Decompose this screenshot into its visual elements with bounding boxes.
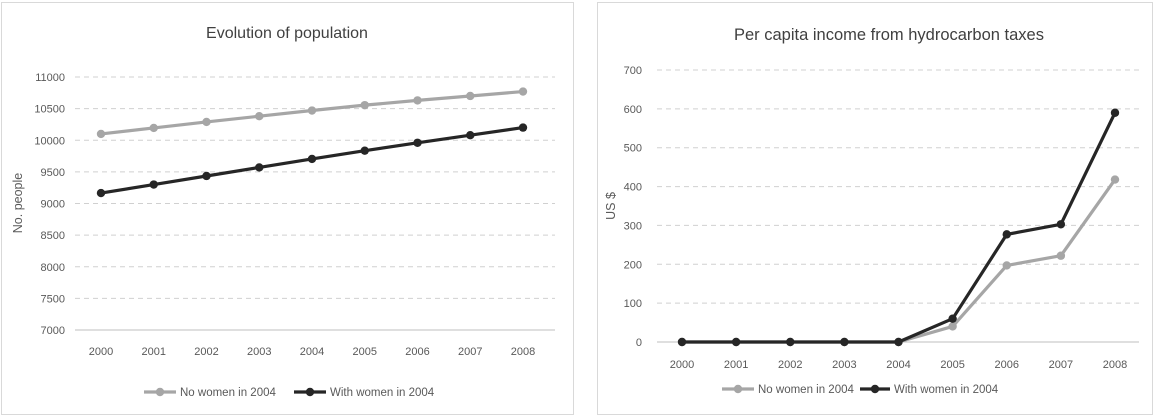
data-point: [466, 130, 475, 140]
data-point: [1002, 230, 1011, 239]
chart-title: Evolution of population: [206, 25, 368, 42]
y-tick-label: 8500: [41, 230, 65, 242]
y-axis-label: US $: [604, 192, 618, 220]
data-point: [413, 96, 422, 105]
data-point: [360, 100, 369, 110]
data-point: [948, 322, 957, 331]
data-point: [840, 337, 849, 347]
x-tick-label: 2005: [940, 359, 964, 371]
y-tick-label: 7500: [41, 293, 65, 305]
income-chart-frame: [597, 2, 1153, 415]
x-tick-label: 2005: [353, 346, 377, 358]
population-chart: Evolution of population No. people 7000 750…: [11, 25, 555, 399]
y-tick-label: 10500: [34, 104, 65, 116]
x-tick-label: 2006: [405, 346, 429, 358]
data-point: [1056, 220, 1066, 229]
y-tick-label: 0: [636, 337, 642, 349]
y-tick-label: 10000: [34, 135, 65, 147]
y-tick-label: 200: [624, 259, 642, 271]
x-tick-label: 2003: [247, 346, 271, 358]
population-chart-frame: [1, 2, 574, 415]
data-point: [202, 171, 211, 181]
x-tick-label: 2001: [724, 359, 748, 371]
y-tick-label: 11000: [35, 72, 65, 84]
x-tick-label: 2004: [300, 346, 324, 358]
y-tick-label: 9500: [41, 167, 65, 179]
income-chart: Per capita income from hydrocarbon taxes…: [604, 26, 1139, 396]
y-tick-label: 700: [624, 65, 642, 77]
data-point: [1002, 261, 1011, 270]
y-tick-label: 100: [624, 298, 642, 310]
x-tick-label: 2004: [886, 359, 910, 371]
series-line: [682, 112, 1117, 344]
x-tick-label: 2002: [778, 359, 802, 371]
legend-label: With women in 2004: [330, 387, 435, 399]
data-point: [360, 146, 369, 155]
legend-label: With women in 2004: [894, 384, 999, 396]
data-point: [1110, 108, 1120, 117]
data-point: [413, 138, 422, 147]
legend-swatch-marker: [155, 387, 165, 397]
x-tick-label: 2000: [670, 359, 694, 371]
x-tick-label: 2008: [1103, 359, 1127, 371]
x-tick-label: 2003: [832, 359, 856, 371]
y-tick-label: 7000: [41, 325, 65, 337]
series-line: [682, 178, 1117, 344]
population-chart-panel: Evolution of population No. people 7000 750…: [0, 0, 575, 417]
data-point: [1110, 175, 1120, 184]
y-tick-label: 500: [624, 143, 642, 155]
y-tick-label: 9000: [41, 199, 65, 211]
legend-swatch-marker: [870, 384, 880, 394]
data-point: [1056, 251, 1066, 260]
legend-label: No women in 2004: [758, 384, 854, 396]
data-point: [96, 129, 106, 139]
x-tick-label: 2001: [142, 346, 166, 358]
data-point: [518, 87, 528, 96]
x-tick-label: 2007: [458, 346, 482, 358]
x-tick-label: 2002: [194, 346, 218, 358]
data-point: [149, 123, 158, 133]
data-point: [786, 337, 795, 347]
legend-swatch-marker: [305, 387, 315, 397]
data-point: [466, 91, 475, 101]
y-axis-label: No. people: [11, 173, 25, 234]
x-tick-label: 2007: [1049, 359, 1073, 371]
y-tick-label: 600: [624, 104, 642, 116]
legend-swatch-marker: [733, 384, 743, 394]
data-point: [518, 123, 528, 132]
data-point: [677, 337, 687, 347]
data-point: [307, 106, 317, 115]
x-tick-label: 2008: [511, 346, 535, 358]
data-point: [948, 314, 957, 323]
chart-title: Per capita income from hydrocarbon taxes: [734, 26, 1044, 44]
data-point: [255, 163, 264, 172]
data-point: [149, 180, 158, 189]
data-point: [307, 154, 317, 164]
data-point: [894, 337, 903, 347]
x-tick-label: 2000: [89, 346, 113, 358]
data-point: [202, 117, 211, 127]
income-chart-panel: Per capita income from hydrocarbon taxes…: [597, 0, 1154, 417]
y-tick-label: 400: [624, 182, 642, 194]
data-point: [731, 337, 741, 347]
y-tick-label: 300: [624, 220, 642, 232]
y-tick-label: 8000: [41, 262, 65, 274]
x-tick-label: 2006: [995, 359, 1019, 371]
legend-label: No women in 2004: [180, 387, 276, 399]
data-point: [96, 188, 106, 198]
data-point: [255, 112, 264, 121]
